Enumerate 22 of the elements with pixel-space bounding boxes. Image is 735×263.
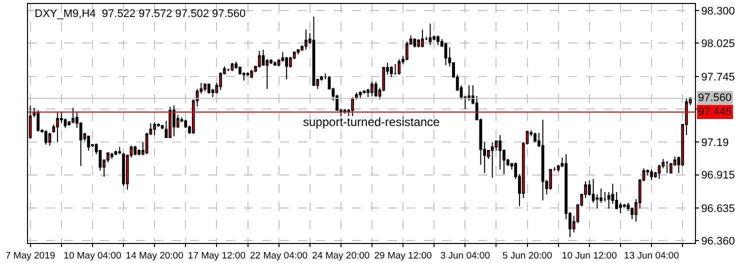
x-tick-label: 13 Jun 04:00 xyxy=(624,250,679,262)
y-tick-label: 98.025 xyxy=(701,38,735,50)
x-tick-label: 7 May 2019 xyxy=(6,250,56,262)
y-tick-label: 96.360 xyxy=(701,235,735,248)
y-tick-label: 98.300 xyxy=(701,5,735,18)
x-tick-label: 14 May 20:00 xyxy=(126,250,184,262)
ref-line-label: 97.560 xyxy=(698,92,732,104)
x-tick-label: 10 May 04:00 xyxy=(64,250,122,262)
x-tick-label: 29 May 12:00 xyxy=(374,250,432,262)
y-tick-label: 96.635 xyxy=(701,202,735,215)
x-tick-label: 22 May 04:00 xyxy=(250,250,308,262)
y-tick-label: 97.19 xyxy=(701,137,729,150)
y-tick-label: 97.745 xyxy=(701,71,735,84)
x-tick-label: 10 Jun 12:00 xyxy=(562,250,617,262)
x-tick-label: 3 Jun 04:00 xyxy=(440,250,490,262)
annotation: support-turned-resistance xyxy=(303,115,440,129)
y-tick-label: 96.915 xyxy=(701,170,735,182)
x-tick-label: 17 May 12:00 xyxy=(188,250,246,262)
ref-line-label: 97.445 xyxy=(698,106,732,118)
chart-title: DXY_M9,H4 97.522 97.572 97.502 97.560 xyxy=(34,8,246,20)
x-tick-label: 5 Jun 20:00 xyxy=(502,250,552,262)
x-tick-label: 24 May 20:00 xyxy=(312,250,370,262)
